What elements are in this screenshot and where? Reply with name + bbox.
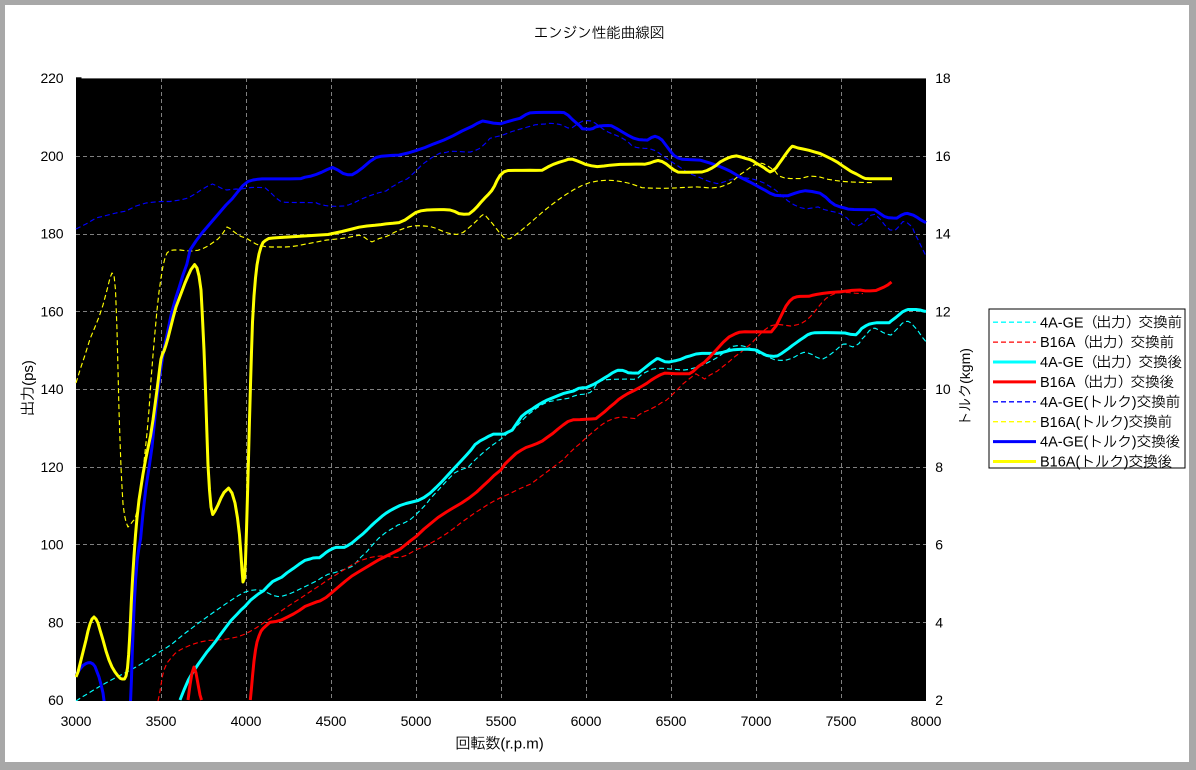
svg-text:): ) [1124, 455, 1129, 471]
svg-text:16: 16 [935, 148, 951, 164]
svg-text:4500: 4500 [316, 713, 347, 729]
svg-text:B16A: B16A [1040, 335, 1076, 351]
svg-text:7500: 7500 [826, 713, 857, 729]
svg-text:14: 14 [935, 226, 951, 242]
svg-text:3000: 3000 [61, 713, 92, 729]
svg-text:4000: 4000 [231, 713, 262, 729]
svg-text:): ) [1132, 435, 1137, 451]
svg-text:5500: 5500 [486, 713, 517, 729]
svg-text:(ps): (ps) [20, 360, 37, 386]
svg-text:6000: 6000 [571, 713, 602, 729]
svg-text:(r.p.m): (r.p.m) [500, 736, 543, 753]
svg-text:80: 80 [48, 615, 64, 631]
svg-text:7000: 7000 [741, 713, 772, 729]
svg-text:4A-GE: 4A-GE [1040, 395, 1084, 411]
svg-text:5000: 5000 [401, 713, 432, 729]
svg-text:100: 100 [40, 537, 63, 553]
svg-text:4A-GE: 4A-GE [1040, 315, 1084, 331]
svg-text:12: 12 [935, 303, 951, 319]
svg-text:8000: 8000 [911, 713, 942, 729]
svg-text:(kgm): (kgm) [957, 348, 973, 384]
svg-text:200: 200 [40, 148, 63, 164]
svg-text:B16A: B16A [1040, 375, 1076, 391]
svg-text:60: 60 [48, 692, 64, 708]
svg-text:4A-GE: 4A-GE [1040, 435, 1084, 451]
svg-text:120: 120 [40, 459, 63, 475]
svg-text:140: 140 [40, 381, 63, 397]
svg-text:2: 2 [935, 692, 943, 708]
svg-text:18: 18 [935, 70, 951, 86]
svg-text:6500: 6500 [656, 713, 687, 729]
svg-text:4: 4 [935, 615, 943, 631]
svg-text:): ) [1124, 415, 1129, 431]
svg-text:): ) [1132, 395, 1137, 411]
svg-text:4A-GE: 4A-GE [1040, 355, 1084, 371]
svg-text:6: 6 [935, 537, 943, 553]
svg-text:180: 180 [40, 226, 63, 242]
svg-text:10: 10 [935, 381, 951, 397]
svg-text:160: 160 [40, 303, 63, 319]
svg-text:B16A: B16A [1040, 455, 1076, 471]
svg-text:8: 8 [935, 459, 943, 475]
svg-text:(: ( [1076, 415, 1081, 431]
svg-text:3500: 3500 [146, 713, 177, 729]
svg-text:220: 220 [40, 70, 63, 86]
svg-text:(: ( [1084, 435, 1089, 451]
svg-text:(: ( [1084, 395, 1089, 411]
svg-text:B16A: B16A [1040, 415, 1076, 431]
svg-text:(: ( [1076, 455, 1081, 471]
